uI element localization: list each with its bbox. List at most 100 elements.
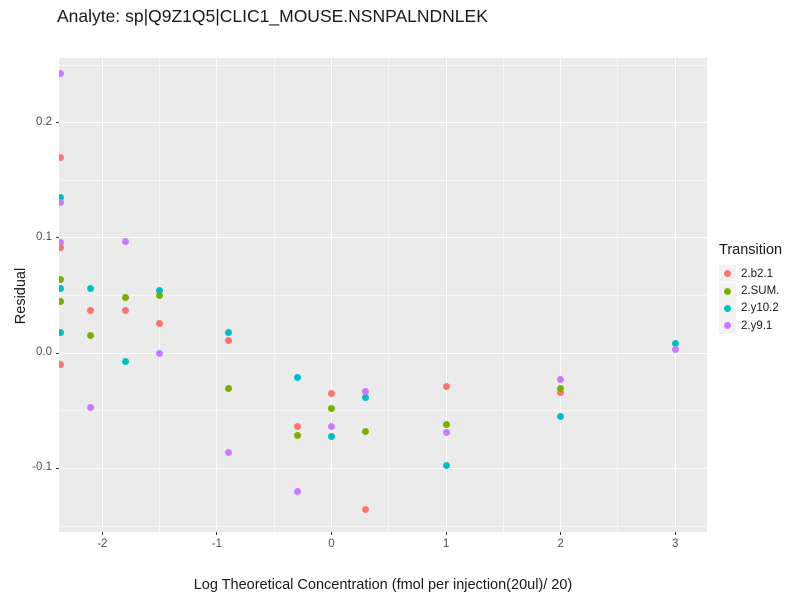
- legend-item-2.b2.1: 2.b2.1: [719, 265, 782, 283]
- y-tick-label: 0.0: [36, 346, 52, 359]
- data-point-2.y9.1: [59, 69, 64, 77]
- legend-title: Transition: [719, 242, 783, 258]
- data-point-2.y9.1: [59, 198, 64, 206]
- legend-key-swatch: [719, 265, 736, 283]
- x-minor-gridline: [617, 58, 619, 532]
- data-point-2.b2.1: [224, 337, 232, 345]
- data-point-2.y9.1: [362, 387, 370, 395]
- y-tick-label: 0.2: [36, 115, 52, 128]
- x-major-gridline: [560, 58, 562, 532]
- x-tick-mark: [216, 532, 218, 535]
- data-point-2.SUM.: [87, 332, 95, 340]
- legend-items: 2.b2.1 2.SUM. 2.y10.2 2.y9.1: [719, 265, 782, 335]
- data-point-2.y10.2: [224, 328, 232, 336]
- data-point-2.b2.1: [442, 383, 450, 391]
- x-major-gridline: [674, 58, 676, 532]
- data-point-2.b2.1: [557, 388, 565, 396]
- data-point-2.SUM.: [59, 297, 64, 305]
- data-point-2.y10.2: [362, 393, 370, 401]
- y-major-gridline: [59, 122, 707, 124]
- data-point-2.y10.2: [671, 340, 679, 348]
- x-major-gridline: [330, 58, 332, 532]
- data-point-2.y10.2: [121, 357, 129, 365]
- data-point-2.SUM.: [557, 385, 565, 393]
- data-point-2.SUM.: [362, 428, 370, 436]
- x-tick-label: 3: [672, 538, 679, 550]
- data-point-2.y9.1: [327, 423, 335, 431]
- data-point-2.y9.1: [442, 429, 450, 437]
- data-point-2.y9.1: [59, 239, 64, 247]
- plot-panel: [59, 58, 707, 532]
- data-point-2.b2.1: [59, 153, 64, 161]
- data-point-2.b2.1: [59, 361, 64, 369]
- y-minor-gridline: [59, 410, 707, 412]
- data-point-2.y9.1: [557, 376, 565, 384]
- y-tick-label: 0.1: [36, 230, 52, 243]
- x-minor-gridline: [388, 58, 390, 532]
- chart-title: Analyte: sp|Q9Z1Q5|CLIC1_MOUSE.NSNPALNDN…: [57, 6, 488, 26]
- x-tick-label: 1: [442, 538, 450, 550]
- x-tick-label: -2: [97, 538, 108, 550]
- legend-key-swatch: [719, 299, 736, 317]
- x-minor-gridline: [502, 58, 504, 532]
- data-point-2.y9.1: [156, 349, 164, 357]
- data-point-2.y9.1: [293, 488, 301, 496]
- data-point-2.y10.2: [156, 287, 164, 295]
- data-point-2.y10.2: [59, 194, 64, 202]
- data-point-2.b2.1: [121, 307, 129, 315]
- legend-item-2.y9.1: 2.y9.1: [719, 317, 782, 335]
- data-point-2.SUM.: [224, 385, 232, 393]
- y-tick-mark: [56, 122, 59, 124]
- x-tick-mark: [101, 532, 103, 535]
- legend: Transition 2.b2.1 2.SUM. 2.y10.2 2.y9.1: [719, 242, 782, 335]
- data-point-2.b2.1: [362, 506, 370, 514]
- x-major-gridline: [445, 58, 447, 532]
- data-point-2.b2.1: [293, 423, 301, 431]
- data-point-2.y9.1: [121, 237, 129, 245]
- data-point-2.b2.1: [87, 307, 95, 315]
- y-major-gridline: [59, 467, 707, 469]
- y-major-gridline: [59, 352, 707, 354]
- data-point-2.y10.2: [87, 285, 95, 293]
- data-point-2.y9.1: [671, 346, 679, 354]
- data-point-2.SUM.: [121, 294, 129, 302]
- y-tick-label: -0.1: [32, 461, 52, 474]
- legend-key-swatch: [719, 282, 736, 300]
- data-point-2.SUM.: [156, 292, 164, 300]
- legend-label: 2.y9.1: [741, 319, 773, 332]
- legend-point-icon: [724, 270, 731, 278]
- data-point-2.y10.2: [293, 373, 301, 381]
- x-tick-label: 2: [557, 538, 564, 550]
- y-minor-gridline: [59, 525, 707, 527]
- legend-item-2.y10.2: 2.y10.2: [719, 299, 782, 317]
- legend-point-icon: [724, 287, 731, 295]
- data-point-2.b2.1: [156, 319, 164, 327]
- data-point-2.SUM.: [59, 275, 64, 283]
- y-tick-mark: [56, 352, 59, 354]
- legend-label: 2.b2.1: [741, 267, 773, 280]
- data-point-2.b2.1: [327, 390, 335, 398]
- legend-item-2.SUM.: 2.SUM.: [719, 282, 782, 300]
- data-point-2.b2.1: [59, 243, 64, 251]
- data-point-2.y9.1: [87, 403, 95, 411]
- y-major-gridline: [59, 237, 707, 239]
- data-point-2.y10.2: [557, 413, 565, 421]
- data-point-2.y9.1: [224, 448, 232, 456]
- legend-key-swatch: [719, 317, 736, 335]
- data-point-2.SUM.: [327, 405, 335, 413]
- legend-label: 2.y10.2: [741, 302, 779, 315]
- data-point-2.y10.2: [442, 461, 450, 469]
- y-minor-gridline: [59, 295, 707, 297]
- x-major-gridline: [216, 58, 218, 532]
- x-minor-gridline: [273, 58, 275, 532]
- x-axis-title: Log Theoretical Concentration (fmol per …: [193, 577, 573, 593]
- data-point-2.SUM.: [293, 431, 301, 439]
- y-axis-title: Residual: [13, 267, 29, 325]
- data-point-2.SUM.: [442, 421, 450, 429]
- x-tick-mark: [445, 532, 447, 535]
- legend-label: 2.SUM.: [741, 285, 780, 298]
- y-tick-mark: [56, 237, 59, 239]
- x-tick-mark: [674, 532, 676, 535]
- x-tick-label: 0: [328, 538, 335, 550]
